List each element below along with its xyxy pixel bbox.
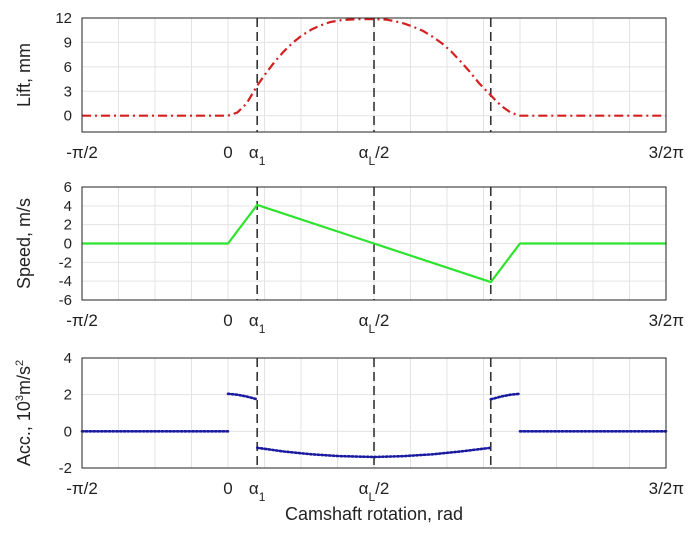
y-tick-label: 0 (64, 236, 72, 253)
y-tick-label: 4 (64, 350, 72, 367)
panel-3: -2 0 2 4 Acc., 103m/s2 -π/2 0 α1 αL/2 3/2π (14, 350, 684, 504)
x-tick-label: 3/2π (649, 479, 684, 498)
x-tick-label: 0 (223, 479, 232, 498)
y-axis-label: Lift, mm (14, 43, 34, 107)
x-tick-label: -π/2 (66, 311, 98, 330)
y-tick-label: 9 (64, 34, 72, 51)
series-line (82, 203, 666, 284)
y-tick-label: -2 (59, 460, 72, 477)
axes-frame (81, 186, 667, 301)
x-axis-label: Camshaft rotation, rad (285, 504, 463, 524)
x-tick-label: α1 (249, 311, 266, 336)
y-tick-label: -2 (59, 254, 72, 271)
y-tick-label: -6 (59, 292, 72, 309)
y-tick-label: -4 (59, 273, 72, 290)
y-tick-label: 0 (64, 108, 72, 125)
y-axis-label: Acc., 103m/s2 (14, 360, 34, 466)
axes-frame (81, 357, 667, 469)
y-tick-label: 12 (55, 10, 72, 27)
x-tick-label: 0 (223, 143, 232, 162)
x-tick-label: α1 (249, 143, 266, 168)
y-tick-label: 3 (64, 83, 72, 100)
y-tick-label: 6 (64, 179, 72, 196)
y-tick-label: 0 (64, 423, 72, 440)
x-tick-label: α1 (249, 479, 266, 504)
y-tick-label: 4 (64, 198, 72, 215)
x-tick-label: 3/2π (649, 143, 684, 162)
x-tick-label: 3/2π (649, 311, 684, 330)
series-line (255, 446, 493, 459)
series-line (489, 392, 522, 401)
y-tick-label: 6 (64, 59, 72, 76)
x-tick-label: αL/2 (359, 311, 390, 336)
x-tick-label: αL/2 (359, 479, 390, 504)
x-tick-label: -π/2 (66, 143, 98, 162)
x-tick-label: 0 (223, 311, 232, 330)
x-tick-label: αL/2 (359, 143, 390, 168)
y-axis-label: Speed, m/s (14, 198, 34, 289)
y-tick-label: 2 (64, 387, 72, 404)
series-line (226, 392, 259, 401)
x-tick-label: -π/2 (66, 479, 98, 498)
y-tick-label: 2 (64, 217, 72, 234)
panel-1: 0 3 6 9 12 Lift, mm -π/2 0 α1 αL/2 3/2π (14, 10, 684, 168)
axes-frame (81, 17, 667, 133)
